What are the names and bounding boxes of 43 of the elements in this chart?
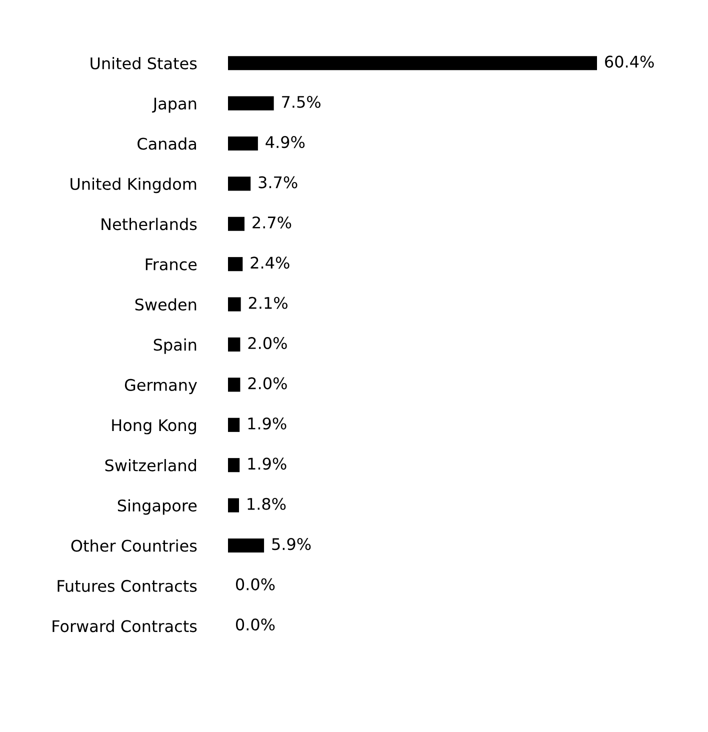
- data-label: 5.9%: [272, 538, 311, 550]
- y-tick-label: Forward Contracts: [52, 620, 197, 632]
- y-tick-label: Japan: [152, 98, 196, 113]
- data-label: 7.5%: [282, 96, 320, 108]
- y-tick-label: Singapore: [118, 499, 197, 515]
- bar: [228, 337, 240, 352]
- y-tick-label: Spain: [154, 338, 196, 354]
- y-tick-label: United Kingdom: [70, 178, 196, 194]
- data-label: 0.0%: [236, 578, 275, 590]
- bar: [228, 458, 240, 472]
- y-tick-label: Canada: [138, 137, 196, 150]
- bar: [228, 378, 240, 392]
- data-label: 1.9%: [248, 458, 286, 470]
- data-label: 2.0%: [248, 337, 287, 350]
- bar: [228, 216, 244, 231]
- bar: [228, 538, 264, 553]
- data-label: 1.9%: [248, 417, 286, 430]
- y-tick-label: Other Countries: [71, 539, 197, 552]
- bar: [228, 56, 597, 70]
- data-label: 2.1%: [248, 296, 288, 309]
- data-label: 2.0%: [248, 377, 287, 390]
- data-label: 4.9%: [266, 136, 305, 148]
- y-tick-label: France: [146, 258, 197, 270]
- y-tick-label: United States: [90, 57, 197, 70]
- data-label: 0.0%: [236, 618, 275, 631]
- data-label: 2.7%: [252, 216, 292, 229]
- bar: [228, 96, 274, 110]
- data-label: 60.4%: [605, 56, 654, 68]
- data-label: 3.7%: [258, 176, 298, 188]
- bar: [228, 418, 240, 432]
- y-tick-label: Germany: [124, 378, 197, 394]
- bar: [228, 136, 258, 151]
- y-tick-label: Switzerland: [105, 459, 196, 472]
- y-tick-label: Hong Kong: [112, 419, 196, 434]
- data-label: 1.8%: [248, 498, 286, 510]
- y-tick-label: Netherlands: [102, 218, 197, 230]
- bar: [228, 257, 243, 272]
- y-tick-label: Sweden: [135, 298, 196, 311]
- bar: [228, 297, 241, 312]
- bar: [228, 176, 251, 191]
- data-label: 2.4%: [250, 256, 290, 269]
- bar: [228, 498, 239, 512]
- y-tick-label: Futures Contracts: [58, 580, 197, 592]
